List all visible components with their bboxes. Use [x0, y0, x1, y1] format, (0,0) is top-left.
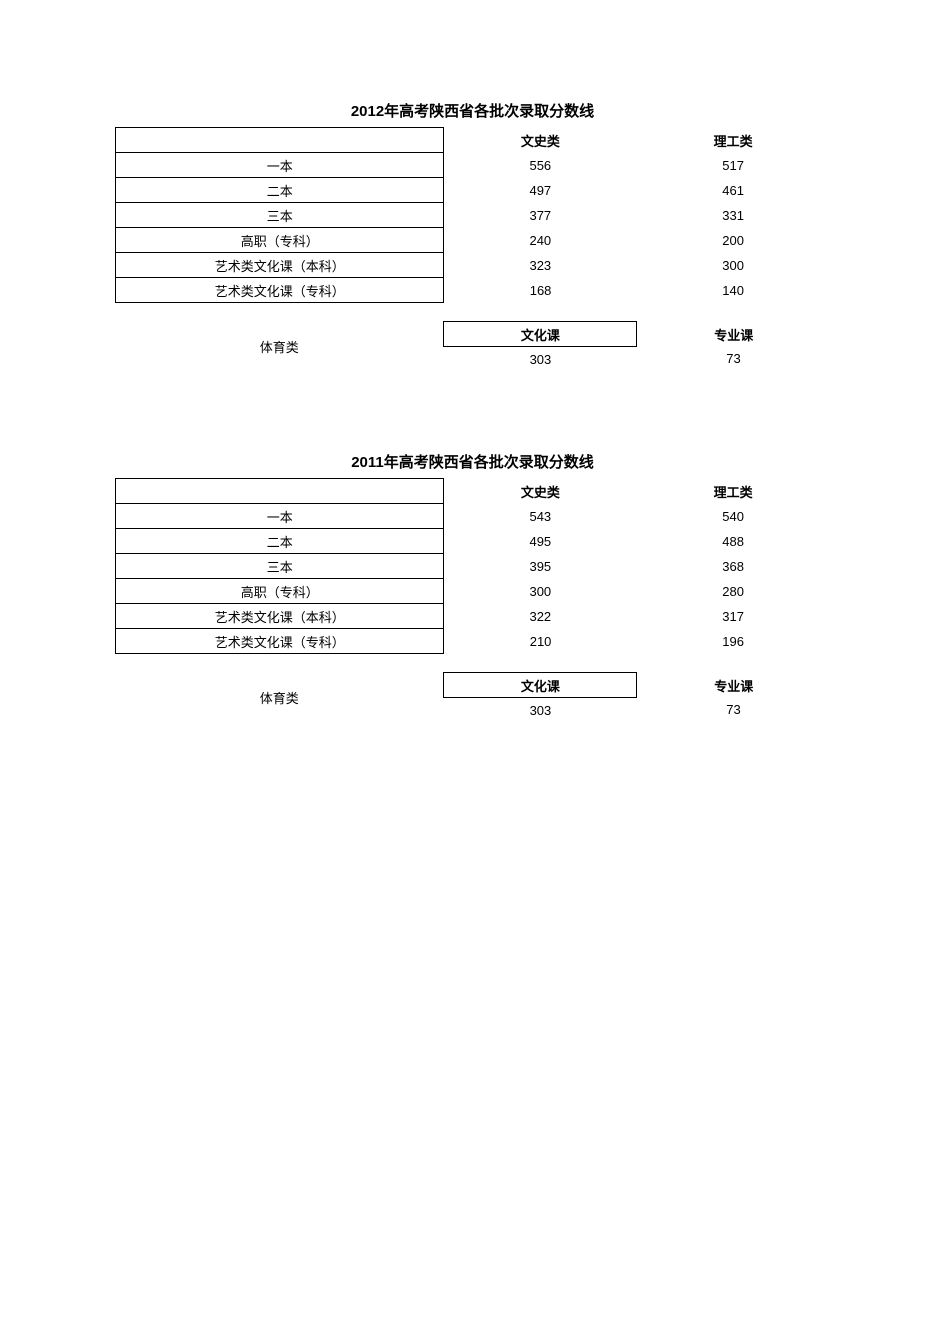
table-row: 一本 543 540: [116, 504, 830, 529]
sports-row-label: 体育类: [115, 322, 444, 372]
header-blank: [116, 128, 444, 153]
table-row: 二本 495 488: [116, 529, 830, 554]
score-table-2012: 文史类 理工类 一本 556 517 二本 497 461 三本 377 331…: [115, 127, 830, 303]
header-science: 理工类: [637, 479, 830, 504]
table-header-row: 文史类 理工类: [116, 128, 830, 153]
sports-table-2011: 体育类 文化课 专业课 303 73: [115, 672, 830, 722]
cell-value: 556: [444, 153, 637, 178]
sports-header-culture: 文化课: [444, 322, 637, 347]
sports-header-culture: 文化课: [444, 673, 637, 698]
sports-row-label: 体育类: [115, 673, 444, 723]
cell-value: 200: [637, 228, 830, 253]
header-liberal: 文史类: [444, 128, 637, 153]
cell-value: 300: [444, 579, 637, 604]
cell-value: 196: [637, 629, 830, 654]
table-row: 艺术类文化课（本科） 322 317: [116, 604, 830, 629]
cell-value: 540: [637, 504, 830, 529]
cell-value: 488: [637, 529, 830, 554]
cell-value: 303: [444, 347, 637, 372]
table-row: 三本 395 368: [116, 554, 830, 579]
cell-value: 331: [637, 203, 830, 228]
cell-value: 73: [637, 347, 830, 372]
row-label: 高职（专科）: [116, 579, 444, 604]
cell-value: 497: [444, 178, 637, 203]
cell-value: 280: [637, 579, 830, 604]
row-label: 二本: [116, 529, 444, 554]
cell-value: 140: [637, 278, 830, 303]
row-label: 二本: [116, 178, 444, 203]
row-label: 高职（专科）: [116, 228, 444, 253]
table-row: 艺术类文化课（专科） 168 140: [116, 278, 830, 303]
row-label: 一本: [116, 153, 444, 178]
cell-value: 322: [444, 604, 637, 629]
sports-header-row: 体育类 文化课 专业课: [115, 673, 830, 698]
sports-header-major: 专业课: [637, 322, 830, 347]
score-table-2011: 文史类 理工类 一本 543 540 二本 495 488 三本 395 368…: [115, 478, 830, 654]
sports-header-major: 专业课: [637, 673, 830, 698]
cell-value: 368: [637, 554, 830, 579]
row-label: 艺术类文化课（专科）: [116, 278, 444, 303]
cell-value: 300: [637, 253, 830, 278]
section-title: 2012年高考陕西省各批次录取分数线: [115, 100, 830, 121]
table-row: 高职（专科） 240 200: [116, 228, 830, 253]
sports-table-2012: 体育类 文化课 专业课 303 73: [115, 321, 830, 371]
section-title: 2011年高考陕西省各批次录取分数线: [115, 451, 830, 472]
row-label: 一本: [116, 504, 444, 529]
cell-value: 517: [637, 153, 830, 178]
cell-value: 73: [637, 698, 830, 723]
table-header-row: 文史类 理工类: [116, 479, 830, 504]
section-spacer: [115, 371, 830, 451]
table-row: 艺术类文化课（专科） 210 196: [116, 629, 830, 654]
page-container: 2012年高考陕西省各批次录取分数线 文史类 理工类 一本 556 517 二本…: [0, 0, 945, 762]
table-row: 高职（专科） 300 280: [116, 579, 830, 604]
sports-header-row: 体育类 文化课 专业课: [115, 322, 830, 347]
row-label: 艺术类文化课（本科）: [116, 253, 444, 278]
row-label: 艺术类文化课（专科）: [116, 629, 444, 654]
header-liberal: 文史类: [444, 479, 637, 504]
table-row: 三本 377 331: [116, 203, 830, 228]
table-row: 一本 556 517: [116, 153, 830, 178]
cell-value: 303: [444, 698, 637, 723]
row-label: 艺术类文化课（本科）: [116, 604, 444, 629]
spacer: [115, 654, 830, 672]
cell-value: 461: [637, 178, 830, 203]
spacer: [115, 303, 830, 321]
header-science: 理工类: [637, 128, 830, 153]
cell-value: 240: [444, 228, 637, 253]
cell-value: 395: [444, 554, 637, 579]
row-label: 三本: [116, 203, 444, 228]
cell-value: 168: [444, 278, 637, 303]
cell-value: 317: [637, 604, 830, 629]
cell-value: 323: [444, 253, 637, 278]
cell-value: 543: [444, 504, 637, 529]
table-row: 艺术类文化课（本科） 323 300: [116, 253, 830, 278]
row-label: 三本: [116, 554, 444, 579]
cell-value: 495: [444, 529, 637, 554]
header-blank: [116, 479, 444, 504]
cell-value: 377: [444, 203, 637, 228]
cell-value: 210: [444, 629, 637, 654]
table-row: 二本 497 461: [116, 178, 830, 203]
